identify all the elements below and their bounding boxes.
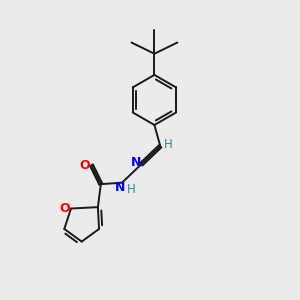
Text: H: H [127,183,135,196]
Text: N: N [116,182,126,194]
Text: N: N [131,157,141,169]
Text: H: H [164,138,173,151]
Text: O: O [80,158,90,172]
Text: O: O [59,202,70,215]
